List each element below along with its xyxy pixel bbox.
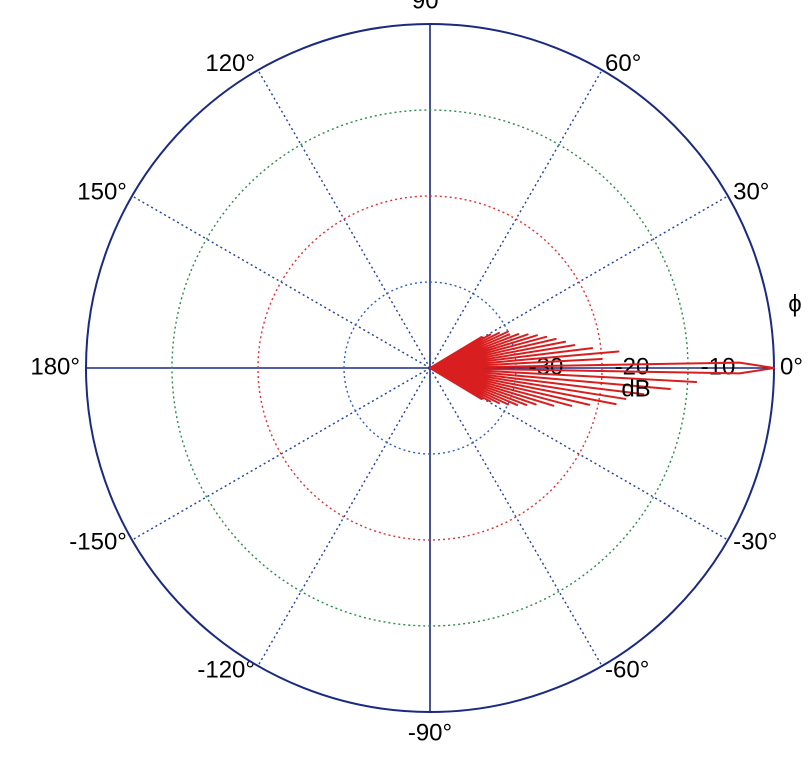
grid-ring xyxy=(171,109,689,627)
theta-tick-label: -90° xyxy=(408,719,452,746)
theta-tick-label: -30° xyxy=(733,528,777,555)
r-tick-label: -20 xyxy=(615,353,650,380)
theta-tick-label: 120° xyxy=(205,50,255,77)
theta-axis-label: ϕ xyxy=(788,290,801,317)
theta-tick-label: -60° xyxy=(605,656,649,683)
theta-tick-label: 90° xyxy=(412,0,448,14)
pattern-line xyxy=(429,330,775,407)
theta-tick-label: 180° xyxy=(30,353,80,380)
theta-tick-label: -150° xyxy=(69,528,127,555)
r-tick-label: -10 xyxy=(701,353,736,380)
theta-tick-label: 0° xyxy=(780,353,803,380)
grid-ring xyxy=(343,281,517,455)
theta-tick-label: 150° xyxy=(77,178,127,205)
theta-tick-label: 30° xyxy=(733,178,769,205)
r-axis-label: dB xyxy=(621,375,650,402)
theta-tick-label: -120° xyxy=(197,656,255,683)
theta-tick-label: 60° xyxy=(605,50,641,77)
grid-ring xyxy=(257,195,603,541)
